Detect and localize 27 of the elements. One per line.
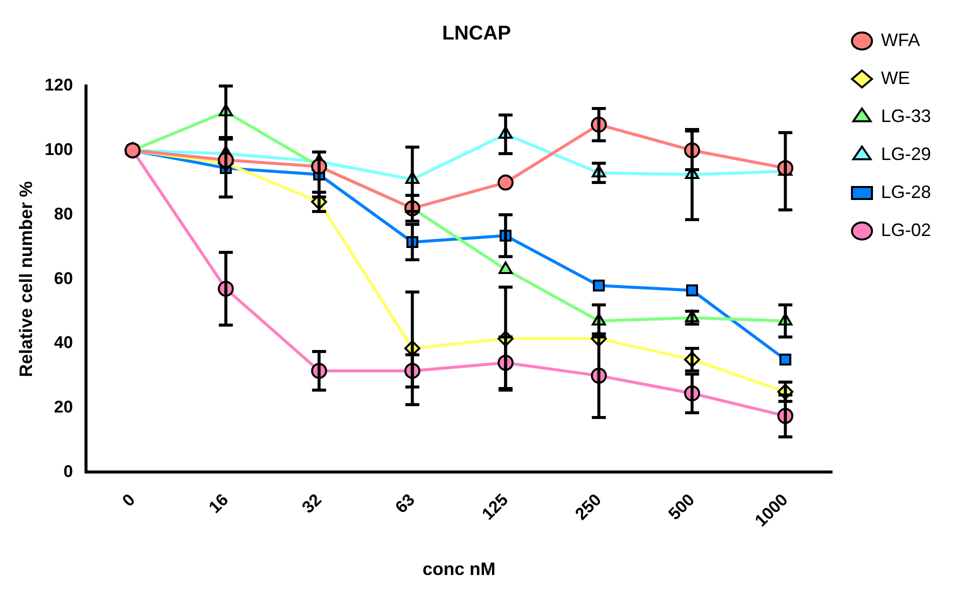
- point: [686, 284, 698, 296]
- x-tick-label: 32: [298, 490, 326, 517]
- y-axis-title: Relative cell number %: [16, 181, 36, 378]
- y-tick-label: 0: [63, 462, 73, 481]
- y-tick-label: 40: [54, 333, 73, 352]
- x-tick-label: 63: [392, 490, 418, 517]
- x-tick-label: 16: [205, 490, 232, 517]
- y-tick-label: 60: [54, 268, 73, 288]
- x-axis-title: conc nM: [422, 559, 496, 580]
- y-tick-label: 80: [54, 204, 73, 224]
- legend-label: WFA: [880, 30, 920, 50]
- legend-label: LG-33: [880, 106, 932, 126]
- x-tick-label: 250: [571, 490, 605, 524]
- x-tick-label: 125: [478, 490, 512, 524]
- y-tick-label: 120: [44, 76, 73, 95]
- legend-label: WE: [880, 68, 910, 88]
- point: [498, 174, 514, 191]
- legend-label: LG-02: [880, 220, 932, 240]
- y-tick-label: 100: [44, 140, 73, 160]
- y-tick-label: 20: [54, 398, 73, 417]
- chart-title: LNCAP: [442, 22, 511, 45]
- legend-label: LG-28: [880, 182, 932, 202]
- x-tick-label: 0: [118, 490, 139, 510]
- point: [592, 280, 605, 292]
- x-tick-label: 500: [664, 490, 698, 524]
- point: [779, 354, 792, 366]
- legend-label: LG-29: [880, 144, 932, 164]
